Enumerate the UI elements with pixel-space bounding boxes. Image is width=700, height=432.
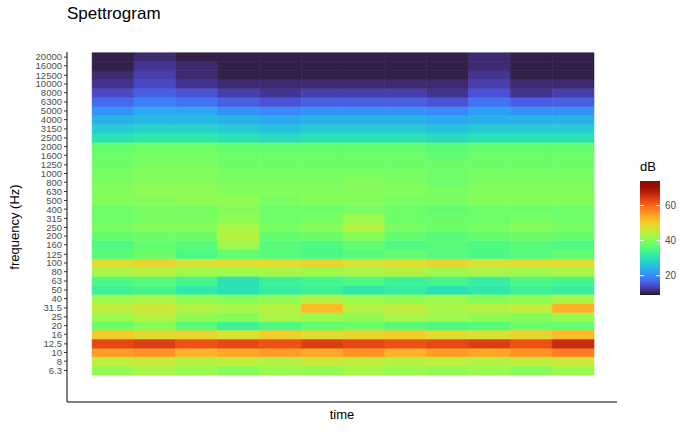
svg-text:100: 100 [46,257,62,269]
svg-text:125: 125 [46,249,62,260]
svg-text:5000: 5000 [40,105,62,117]
svg-text:2000: 2000 [40,141,62,152]
svg-text:16000: 16000 [35,60,62,72]
svg-text:63: 63 [51,275,62,287]
svg-text:40: 40 [51,293,62,304]
svg-text:20: 20 [51,320,62,331]
svg-text:200: 200 [46,230,62,242]
svg-text:12500: 12500 [36,70,62,81]
svg-text:4000: 4000 [40,114,62,125]
svg-text:6.3: 6.3 [48,364,62,376]
svg-text:dB: dB [640,159,656,174]
svg-text:31.5: 31.5 [43,302,62,314]
svg-text:250: 250 [46,221,62,233]
svg-text:160: 160 [46,239,62,251]
svg-text:6300: 6300 [40,96,62,108]
svg-text:10: 10 [51,346,62,358]
svg-text:60: 60 [665,200,677,211]
svg-text:40: 40 [665,235,677,246]
svg-text:800: 800 [46,176,62,188]
svg-text:10000: 10000 [35,78,62,90]
svg-text:12.5: 12.5 [44,338,63,349]
svg-text:400: 400 [46,203,62,215]
html-text:frequency (Hz): frequency (Hz) [6,184,22,270]
svg-text:20000: 20000 [36,51,62,62]
svg-text:1000: 1000 [40,167,62,179]
svg-text:50: 50 [51,284,62,296]
html-text:Spettrogram: Spettrogram [67,4,161,23]
svg-text:1600: 1600 [40,149,62,161]
html-text:time: time [329,407,355,422]
svg-text:8: 8 [56,355,62,367]
svg-text:315: 315 [46,212,62,224]
svg-text:2500: 2500 [40,132,62,144]
svg-text:20: 20 [665,270,677,281]
svg-text:500: 500 [46,194,62,206]
svg-text:630: 630 [46,185,62,197]
svg-text:8000: 8000 [40,87,62,99]
svg-text:1250: 1250 [41,159,62,170]
svg-text:16: 16 [51,328,62,340]
svg-text:80: 80 [51,266,62,278]
svg-text:3150: 3150 [40,123,62,135]
svg-text:25: 25 [51,311,62,323]
